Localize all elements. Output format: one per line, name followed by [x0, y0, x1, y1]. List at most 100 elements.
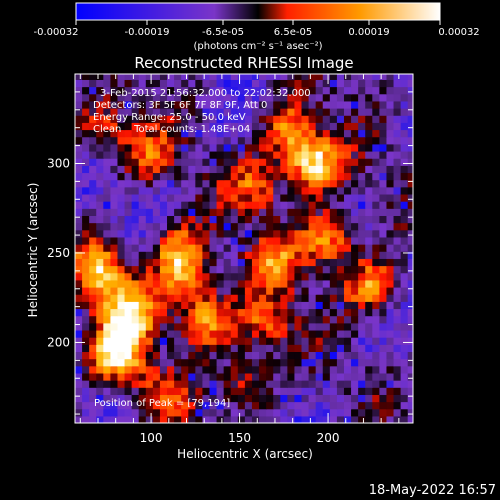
heatmap-cell	[329, 365, 338, 374]
heatmap-cell	[117, 193, 126, 202]
heatmap-cell	[167, 129, 175, 138]
heatmap-cell	[202, 286, 211, 295]
heatmap-cell	[181, 158, 189, 166]
heatmap-cell	[351, 415, 359, 423]
heatmap-cell	[315, 387, 324, 395]
heatmap-cell	[400, 365, 409, 374]
heatmap-cell	[329, 143, 338, 152]
heatmap-cell	[244, 108, 253, 116]
heatmap-cell	[351, 279, 359, 288]
heatmap-cell	[266, 380, 274, 388]
heatmap-cell	[280, 358, 288, 367]
heatmap-cell	[237, 201, 246, 209]
heatmap-cell	[251, 143, 260, 152]
heatmap-cell	[329, 329, 338, 338]
heatmap-cell	[251, 158, 260, 166]
heatmap-cell	[152, 86, 161, 95]
heatmap-cell	[365, 308, 373, 317]
heatmap-cell	[216, 236, 225, 245]
heatmap-cell	[358, 344, 366, 353]
heatmap-cell	[110, 158, 119, 166]
heatmap-cell	[89, 215, 97, 224]
heatmap-cell	[159, 358, 168, 367]
heatmap-cell	[124, 136, 133, 145]
heatmap-cell	[195, 387, 204, 395]
heatmap-cell	[195, 351, 204, 360]
heatmap-cell	[223, 150, 232, 159]
heatmap-cell	[75, 344, 83, 353]
heatmap-cell	[329, 351, 338, 360]
heatmap-cell	[89, 86, 97, 95]
heatmap-cell	[322, 215, 331, 224]
heatmap-cell	[110, 115, 119, 123]
heatmap-cell	[103, 136, 111, 145]
heatmap-cell	[301, 394, 310, 403]
heatmap-cell	[124, 258, 133, 267]
heatmap-cell	[379, 322, 388, 331]
heatmap-cell	[96, 158, 104, 166]
heatmap-cell	[195, 215, 204, 224]
heatmap-cell	[223, 108, 232, 116]
heatmap-cell	[110, 415, 119, 423]
heatmap-cell	[372, 193, 380, 202]
heatmap-cell	[336, 401, 345, 410]
heatmap-cell	[393, 86, 402, 95]
heatmap-cell	[351, 201, 359, 209]
heatmap-cell	[75, 193, 83, 202]
heatmap-cell	[124, 322, 133, 331]
heatmap-cell	[195, 258, 204, 267]
heatmap-cell	[223, 193, 232, 202]
heatmap-cell	[174, 115, 182, 123]
heatmap-cell	[181, 372, 189, 381]
heatmap-cell	[358, 286, 366, 295]
heatmap-cell	[358, 272, 366, 281]
heatmap-cell	[358, 337, 366, 345]
heatmap-cell	[103, 115, 111, 123]
heatmap-cell	[167, 337, 175, 345]
heatmap-cell	[159, 165, 168, 174]
heatmap-cell	[365, 372, 373, 381]
heatmap-cell	[329, 150, 338, 159]
heatmap-cell	[358, 394, 366, 403]
heatmap-cell	[82, 308, 90, 317]
heatmap-cell	[202, 372, 211, 381]
heatmap-cell	[407, 387, 413, 395]
heatmap-cell	[294, 215, 303, 224]
heatmap-cell	[301, 294, 310, 302]
heatmap-cell	[322, 408, 331, 417]
heatmap-cell	[167, 286, 175, 295]
heatmap-cell	[216, 93, 225, 102]
heatmap-cell	[174, 150, 182, 159]
heatmap-cell	[138, 315, 147, 324]
heatmap-cell	[110, 236, 119, 245]
heatmap-cell	[336, 122, 345, 131]
heatmap-cell	[315, 301, 324, 310]
heatmap-cell	[145, 372, 154, 381]
heatmap-cell	[400, 100, 409, 109]
heatmap-cell	[273, 122, 281, 131]
heatmap-cell	[407, 394, 413, 403]
heatmap-cell	[379, 115, 388, 123]
heatmap-cell	[259, 408, 267, 417]
heatmap-cell	[138, 401, 147, 410]
heatmap-cell	[131, 329, 140, 338]
heatmap-cell	[237, 337, 246, 345]
heatmap-cell	[82, 79, 90, 88]
heatmap-cell	[237, 351, 246, 360]
heatmap-cell	[103, 265, 111, 274]
heatmap-cell	[131, 294, 140, 302]
heatmap-cell	[230, 265, 239, 274]
heatmap-cell	[343, 251, 352, 259]
heatmap-cell	[195, 394, 204, 403]
heatmap-cell	[89, 165, 97, 174]
heatmap-cell	[336, 294, 345, 302]
heatmap-cell	[145, 122, 154, 131]
heatmap-cell	[308, 201, 317, 209]
heatmap-cell	[280, 158, 288, 166]
heatmap-cell	[379, 208, 388, 216]
heatmap-cell	[287, 329, 296, 338]
heatmap-cell	[386, 358, 395, 367]
heatmap-cell	[124, 394, 133, 403]
heatmap-cell	[131, 93, 140, 102]
heatmap-cell	[386, 222, 395, 231]
